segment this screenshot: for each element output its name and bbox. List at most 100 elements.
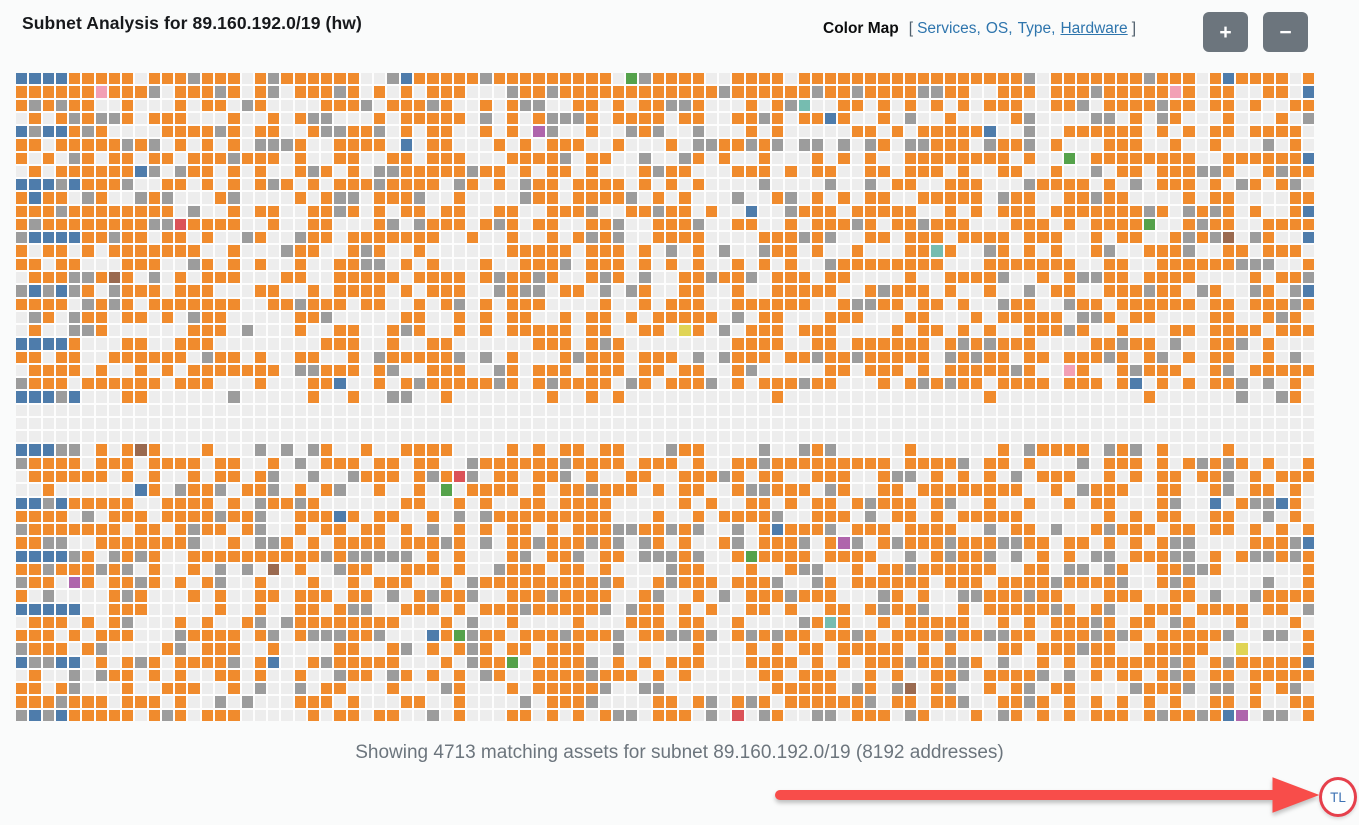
grid-cell[interactable]: [772, 258, 784, 270]
grid-cell[interactable]: [1223, 325, 1235, 337]
grid-cell[interactable]: [1223, 683, 1235, 695]
grid-cell[interactable]: [16, 696, 28, 708]
grid-cell[interactable]: [268, 232, 280, 244]
grid-cell[interactable]: [1289, 298, 1301, 310]
grid-cell[interactable]: [692, 126, 704, 138]
grid-cell[interactable]: [413, 112, 426, 125]
grid-cell[interactable]: [1143, 537, 1155, 549]
grid-cell[interactable]: [82, 325, 94, 337]
grid-cell[interactable]: [719, 112, 731, 125]
grid-cell[interactable]: [851, 577, 863, 589]
grid-cell[interactable]: [838, 86, 850, 98]
grid-cell[interactable]: [135, 218, 147, 231]
grid-cell[interactable]: [1209, 338, 1222, 350]
grid-cell[interactable]: [1276, 86, 1288, 98]
grid-cell[interactable]: [745, 431, 757, 443]
grid-cell[interactable]: [148, 139, 160, 151]
grid-cell[interactable]: [493, 484, 505, 496]
grid-cell[interactable]: [586, 563, 598, 576]
grid-cell[interactable]: [188, 325, 200, 337]
grid-cell[interactable]: [1050, 338, 1062, 350]
grid-cell[interactable]: [294, 126, 306, 138]
grid-cell[interactable]: [1196, 444, 1208, 456]
grid-cell[interactable]: [705, 696, 718, 708]
grid-cell[interactable]: [1117, 484, 1129, 496]
grid-cell[interactable]: [626, 603, 638, 615]
grid-cell[interactable]: [135, 364, 147, 377]
grid-cell[interactable]: [427, 484, 439, 496]
grid-cell[interactable]: [16, 709, 28, 722]
grid-cell[interactable]: [798, 590, 810, 602]
grid-cell[interactable]: [387, 444, 399, 456]
grid-cell[interactable]: [214, 683, 227, 695]
grid-cell[interactable]: [838, 616, 850, 629]
grid-cell[interactable]: [692, 179, 704, 191]
grid-cell[interactable]: [705, 524, 718, 536]
grid-cell[interactable]: [1077, 669, 1089, 682]
grid-cell[interactable]: [1090, 179, 1102, 191]
grid-cell[interactable]: [1249, 152, 1261, 164]
grid-cell[interactable]: [971, 232, 983, 244]
grid-cell[interactable]: [1050, 577, 1062, 589]
grid-cell[interactable]: [851, 179, 863, 191]
grid-cell[interactable]: [387, 656, 399, 668]
grid-cell[interactable]: [612, 563, 625, 576]
grid-cell[interactable]: [785, 218, 797, 231]
grid-cell[interactable]: [161, 245, 174, 257]
grid-cell[interactable]: [732, 431, 744, 443]
grid-cell[interactable]: [268, 590, 280, 602]
grid-cell[interactable]: [1077, 577, 1089, 589]
grid-cell[interactable]: [891, 457, 903, 469]
grid-cell[interactable]: [55, 431, 68, 443]
grid-cell[interactable]: [1249, 311, 1261, 324]
grid-cell[interactable]: [334, 298, 346, 310]
grid-cell[interactable]: [745, 139, 757, 151]
grid-cell[interactable]: [387, 696, 399, 708]
grid-cell[interactable]: [520, 696, 532, 708]
grid-cell[interactable]: [506, 351, 519, 363]
grid-cell[interactable]: [878, 99, 890, 111]
grid-cell[interactable]: [82, 205, 94, 217]
grid-cell[interactable]: [918, 364, 930, 377]
grid-cell[interactable]: [1156, 338, 1169, 350]
grid-cell[interactable]: [201, 192, 213, 204]
grid-cell[interactable]: [1249, 444, 1261, 456]
grid-cell[interactable]: [1276, 417, 1288, 430]
grid-cell[interactable]: [1037, 696, 1049, 708]
grid-cell[interactable]: [666, 590, 678, 602]
grid-cell[interactable]: [400, 218, 412, 231]
grid-cell[interactable]: [626, 245, 638, 257]
grid-cell[interactable]: [493, 537, 505, 549]
grid-cell[interactable]: [108, 470, 121, 483]
grid-cell[interactable]: [161, 311, 174, 324]
grid-cell[interactable]: [148, 391, 160, 403]
grid-cell[interactable]: [865, 364, 877, 377]
grid-cell[interactable]: [1289, 112, 1301, 125]
grid-cell[interactable]: [1130, 417, 1142, 430]
grid-cell[interactable]: [42, 444, 54, 456]
grid-cell[interactable]: [69, 271, 81, 284]
grid-cell[interactable]: [573, 245, 585, 257]
grid-cell[interactable]: [1223, 179, 1235, 191]
grid-cell[interactable]: [467, 311, 479, 324]
grid-cell[interactable]: [440, 86, 452, 98]
grid-cell[interactable]: [626, 431, 638, 443]
grid-cell[interactable]: [69, 404, 81, 416]
grid-cell[interactable]: [971, 656, 983, 668]
grid-cell[interactable]: [281, 656, 293, 668]
grid-cell[interactable]: [891, 470, 903, 483]
grid-cell[interactable]: [520, 656, 532, 668]
grid-cell[interactable]: [135, 86, 147, 98]
grid-cell[interactable]: [1170, 444, 1182, 456]
grid-cell[interactable]: [1143, 669, 1155, 682]
grid-cell[interactable]: [586, 696, 598, 708]
grid-cell[interactable]: [865, 417, 877, 430]
grid-cell[interactable]: [586, 510, 598, 523]
grid-cell[interactable]: [957, 73, 970, 85]
grid-cell[interactable]: [506, 285, 519, 297]
grid-cell[interactable]: [1103, 232, 1116, 244]
grid-cell[interactable]: [1302, 484, 1315, 496]
grid-cell[interactable]: [1183, 669, 1195, 682]
grid-cell[interactable]: [1130, 73, 1142, 85]
grid-cell[interactable]: [692, 298, 704, 310]
